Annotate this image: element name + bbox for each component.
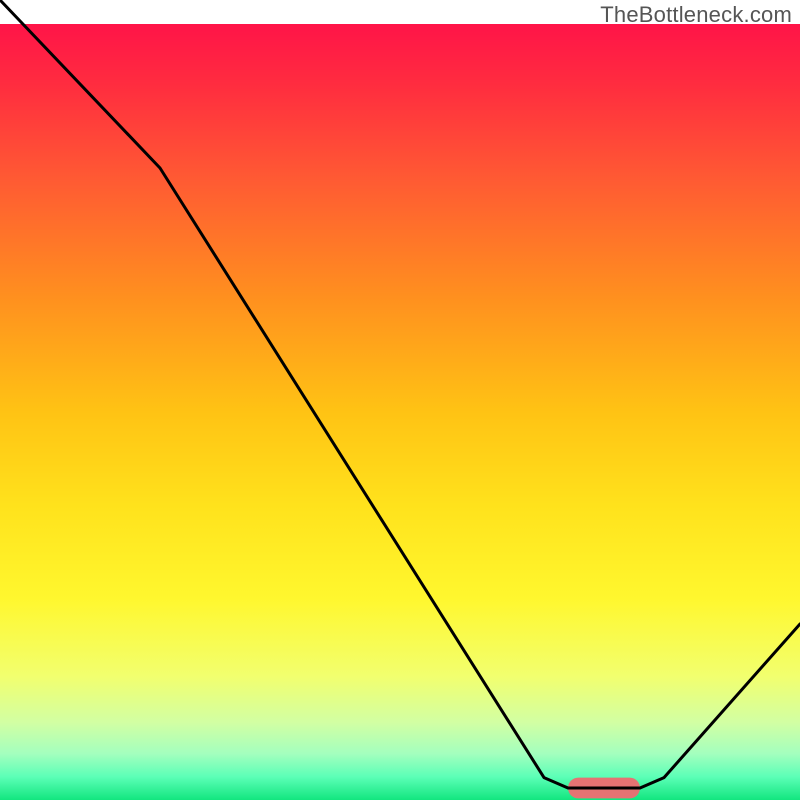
- chart-svg: [0, 0, 800, 800]
- attribution-label: TheBottleneck.com: [600, 2, 792, 28]
- bottleneck-curve-chart: TheBottleneck.com: [0, 0, 800, 800]
- heat-gradient-background: [0, 24, 800, 800]
